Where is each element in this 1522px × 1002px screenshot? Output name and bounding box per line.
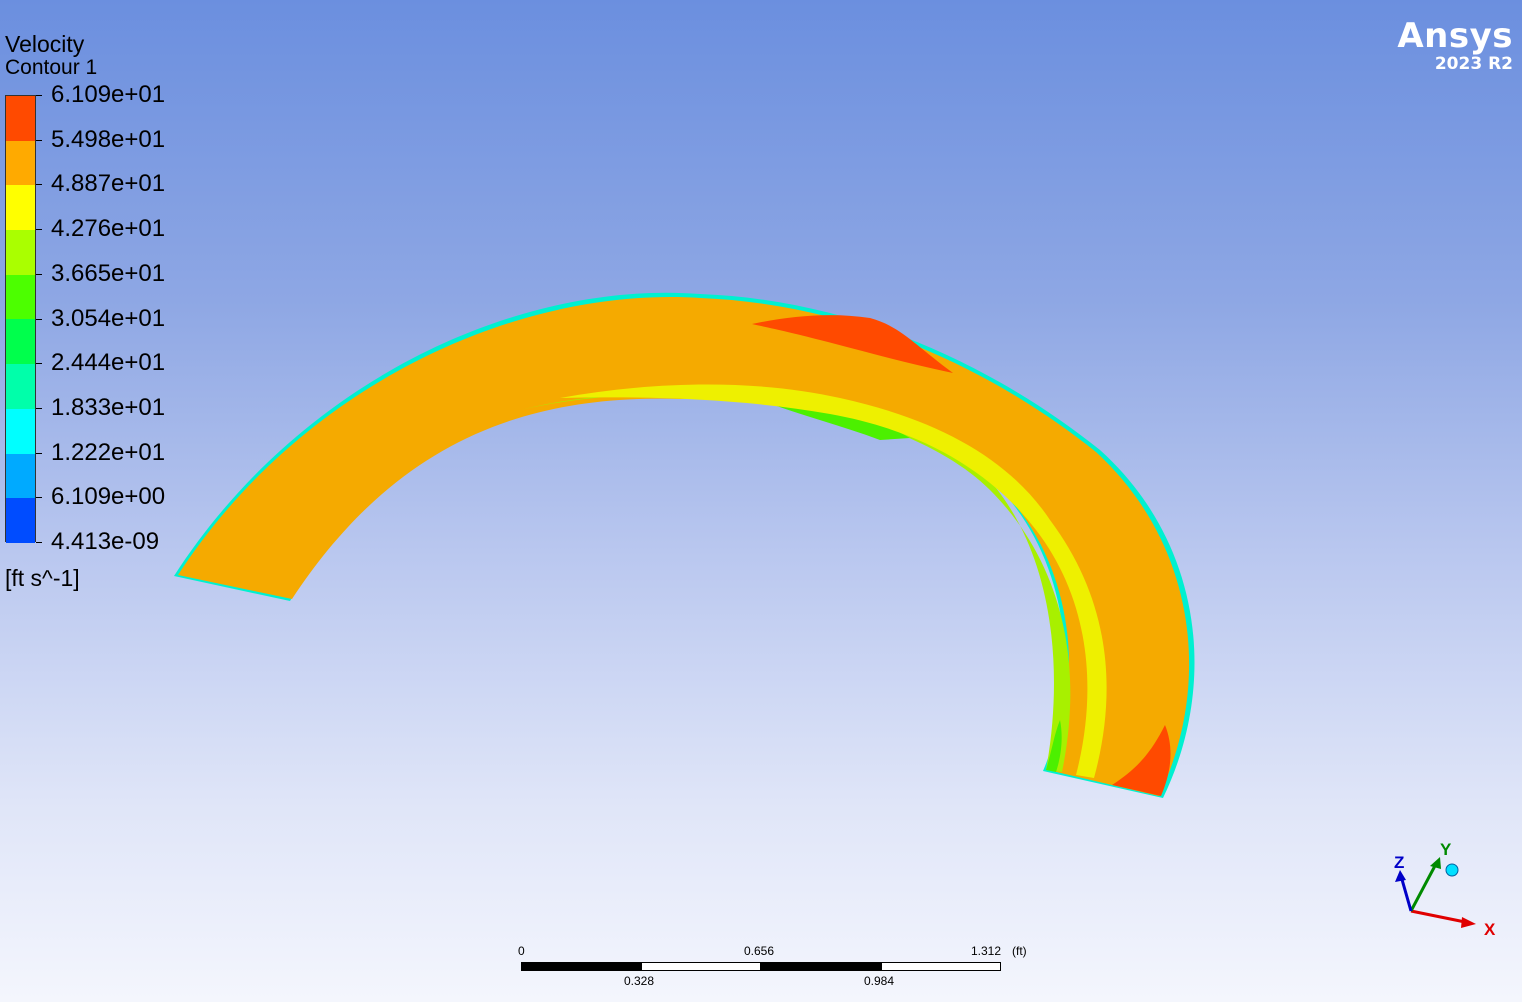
legend-tick <box>36 363 42 365</box>
legend-tick-label: 1.833e+01 <box>51 393 166 421</box>
legend-tick <box>36 318 42 320</box>
legend-tick-label: 4.276e+01 <box>51 215 166 243</box>
y-axis-label: Y <box>1440 840 1452 859</box>
colorbar-segment <box>6 453 35 499</box>
legend-tick-label: 6.109e+00 <box>51 483 166 511</box>
colorbar-segment <box>6 498 35 543</box>
scale-segment-3 <box>761 962 881 971</box>
legend-tick-label: 3.665e+01 <box>51 259 166 287</box>
scale-segment-1 <box>521 962 641 971</box>
x-axis-line <box>1410 909 1471 925</box>
scale-segment-2 <box>641 962 761 971</box>
pipe-bend-contour <box>174 292 1195 798</box>
ansys-logo: Ansys 2023 R2 <box>1397 18 1513 74</box>
legend-units: [ft s^-1] <box>5 565 80 591</box>
legend-title: Velocity <box>5 31 85 57</box>
scale-label-0656: 0.656 <box>744 944 775 958</box>
legend-subtitle: Contour 1 <box>5 56 98 79</box>
legend-tick <box>36 452 42 454</box>
colorbar-segment <box>6 96 35 141</box>
legend-tick-label: 6.109e+01 <box>51 81 166 108</box>
z-axis-arrowhead <box>1395 870 1406 882</box>
legend-tick-label: 4.887e+01 <box>51 170 166 198</box>
legend-tick-label: 2.444e+01 <box>51 349 166 377</box>
scale-segment-4 <box>881 962 1001 971</box>
brand-name: Ansys <box>1397 16 1513 56</box>
colorbar-segment <box>6 140 35 186</box>
y-axis-line <box>1409 861 1439 912</box>
scale-label-0: 0 <box>518 944 525 958</box>
colorbar-segment <box>6 408 35 454</box>
legend-tick <box>36 273 42 275</box>
legend-tick <box>36 497 42 499</box>
legend-tick <box>36 95 42 96</box>
scale-label-0328: 0.328 <box>624 974 655 988</box>
x-axis-label: X <box>1484 920 1496 939</box>
scale-label-0984: 0.984 <box>864 974 895 988</box>
legend-tick <box>36 542 42 543</box>
brand-version: 2023 R2 <box>1434 54 1513 74</box>
legend-tick <box>36 229 42 231</box>
zone-high-velocity-outlet <box>1112 725 1171 796</box>
legend-tick-label: 1.222e+01 <box>51 438 166 466</box>
colorbar-segment <box>6 319 35 365</box>
x-axis-arrowhead <box>1461 917 1476 928</box>
z-axis-line <box>1399 875 1413 912</box>
z-axis-label: Z <box>1394 853 1404 872</box>
axis-triad[interactable]: X Y Z <box>1394 840 1496 939</box>
legend-tick-label: 4.413e-09 <box>51 528 160 555</box>
colorbar-segment <box>6 274 35 320</box>
colorbar-segment <box>6 364 35 409</box>
legend-ticks <box>36 95 46 543</box>
legend-tick-label: 3.054e+01 <box>51 304 166 332</box>
colorbar-segment <box>6 185 35 231</box>
y-axis-arrowhead <box>1430 857 1441 869</box>
zone-high-velocity-top <box>752 315 953 373</box>
legend-tick-label: 5.498e+01 <box>51 125 166 153</box>
scale-bar: 0 0.656 1.312 (ft) 0.328 0.984 <box>518 944 1027 994</box>
band-main <box>178 297 1190 796</box>
legend-colorbar <box>5 95 36 543</box>
legend-tick <box>36 184 42 186</box>
scale-label-1312: 1.312 <box>971 944 1002 958</box>
colorbar-segment <box>6 230 35 275</box>
legend-tick <box>36 139 42 141</box>
legend-tick <box>36 407 42 409</box>
triad-origin-sphere <box>1445 863 1459 877</box>
scale-unit: (ft) <box>1012 944 1027 958</box>
